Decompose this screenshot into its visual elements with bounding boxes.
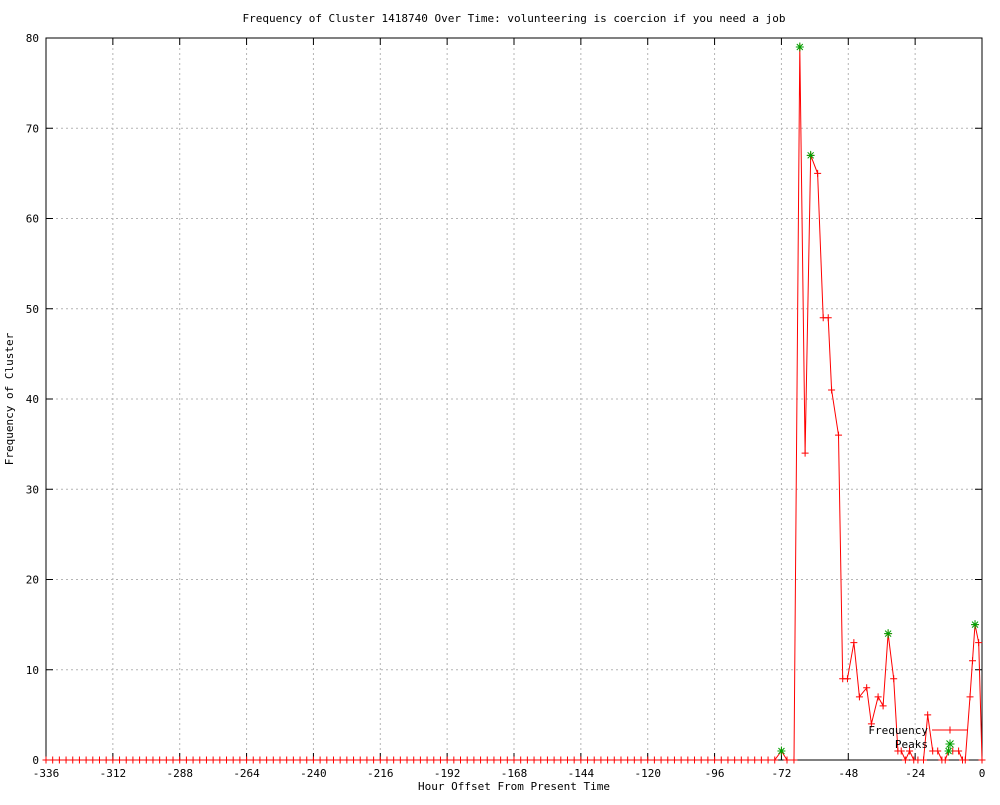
x-tick-label: -264 (233, 767, 260, 780)
x-tick-label: -96 (705, 767, 725, 780)
y-axis-title: Frequency of Cluster (3, 332, 16, 465)
y-tick-label: 70 (26, 122, 39, 135)
x-tick-label: -312 (100, 767, 127, 780)
y-tick-label: 0 (32, 754, 39, 767)
x-tick-label: -168 (501, 767, 528, 780)
chart-title: Frequency of Cluster 1418740 Over Time: … (242, 12, 785, 25)
x-axis-title: Hour Offset From Present Time (418, 780, 610, 793)
y-tick-label: 20 (26, 574, 39, 587)
x-tick-label: -192 (434, 767, 461, 780)
y-tick-label: 10 (26, 664, 39, 677)
x-tick-label: -288 (166, 767, 193, 780)
grid-lines (45, 37, 983, 761)
plot-area: -336 -312 -288 -264 -240 -216 -192 -168 -144 -120… (26, 32, 986, 780)
x-tick-label: -120 (634, 767, 661, 780)
y-tick-label: 60 (26, 213, 39, 226)
x-tick-label: -24 (905, 767, 925, 780)
peaks-markers (777, 42, 980, 756)
x-tick-label: -336 (33, 767, 60, 780)
y-tick-label: 80 (26, 32, 39, 45)
legend-samples (932, 726, 968, 749)
x-tick-label: -216 (367, 767, 394, 780)
x-tick-label: -48 (838, 767, 858, 780)
x-tick-label: -72 (771, 767, 791, 780)
x-tick-label: 0 (979, 767, 986, 780)
legend-label-peaks: Peaks (895, 738, 928, 751)
tick-labels: -336 -312 -288 -264 -240 -216 -192 -168 -144 -120… (26, 32, 986, 780)
legend-label-frequency: Frequency (868, 724, 928, 737)
x-tick-label: -240 (300, 767, 327, 780)
y-tick-label: 50 (26, 303, 39, 316)
y-tick-label: 30 (26, 483, 39, 496)
x-tick-label: -144 (568, 767, 595, 780)
y-tick-label: 40 (26, 393, 39, 406)
frequency-point-markers (42, 43, 986, 764)
